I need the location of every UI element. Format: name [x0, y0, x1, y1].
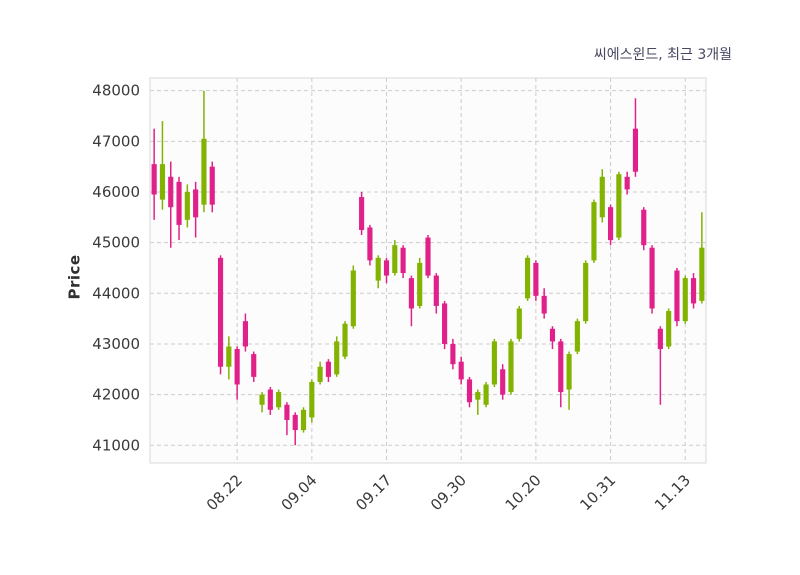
y-tick-label: 43000 — [92, 335, 140, 353]
candle-body — [682, 278, 688, 322]
candle-body — [466, 379, 473, 403]
x-tick-label: 10.20 — [502, 471, 545, 514]
candle-body — [483, 384, 489, 405]
candle-body — [641, 209, 647, 246]
candle-body — [201, 138, 207, 205]
candle-body — [383, 260, 390, 276]
candle-body — [193, 189, 199, 218]
candle-body — [184, 191, 190, 220]
candle-body — [699, 247, 705, 301]
candle-body — [632, 128, 639, 172]
candle-body — [284, 404, 290, 420]
candle-body — [508, 341, 514, 393]
candle-body — [300, 409, 307, 431]
candle-body — [209, 166, 215, 205]
candle-body — [276, 392, 282, 408]
candle-body — [342, 323, 348, 357]
candle-body — [549, 328, 556, 342]
candle-body — [657, 328, 663, 350]
x-tick-label: 10.31 — [576, 471, 619, 514]
candle-body — [450, 343, 456, 365]
y-tick-label: 48000 — [92, 82, 140, 100]
candle-body — [649, 247, 655, 309]
candle-body — [350, 270, 356, 327]
candle-body — [433, 275, 439, 306]
candle-body — [491, 341, 497, 385]
candle-body — [541, 295, 547, 314]
candle-body — [217, 257, 224, 367]
candle-body — [375, 257, 381, 281]
candle-body — [226, 346, 232, 367]
candle-body — [400, 247, 406, 274]
candle-body — [566, 354, 572, 390]
candle-body — [607, 207, 614, 241]
candle-body — [176, 181, 182, 225]
candle-body — [259, 394, 265, 405]
candle-body — [317, 366, 323, 382]
candle-body — [599, 176, 605, 218]
y-tick-label: 42000 — [92, 386, 140, 404]
candle-body — [525, 257, 531, 299]
candle-body — [159, 164, 166, 200]
candle-body — [267, 389, 273, 410]
candle-body — [583, 262, 589, 322]
candle-body — [251, 354, 257, 377]
candle-body — [591, 202, 597, 261]
candle-body — [242, 321, 249, 347]
candle-body — [325, 361, 331, 377]
candle-body — [234, 349, 240, 385]
candle-body — [442, 303, 448, 344]
candle-body — [292, 414, 298, 431]
y-tick-label: 46000 — [92, 183, 140, 201]
candle-body — [624, 176, 630, 190]
candle-body — [533, 262, 539, 296]
candle-body — [458, 361, 464, 380]
y-tick-label: 41000 — [92, 436, 140, 454]
candle-body — [392, 245, 398, 274]
candle-body — [616, 174, 622, 238]
candle-body — [359, 197, 365, 230]
x-tick-label: 11.13 — [651, 471, 694, 514]
y-axis-label: Price — [65, 254, 84, 300]
y-tick-label: 47000 — [92, 132, 140, 150]
candle-body — [408, 278, 414, 309]
chart-title: 씨에스윈드, 최근 3개월 — [593, 47, 732, 63]
y-tick-label: 44000 — [92, 284, 140, 302]
candle-body — [475, 392, 481, 400]
candle-body — [516, 308, 522, 339]
candle-body — [690, 278, 697, 304]
candle-body — [425, 237, 431, 276]
y-tick-label: 45000 — [92, 234, 140, 252]
x-tick-label: 09.17 — [352, 471, 395, 514]
candle-body — [334, 341, 340, 375]
candle-body — [417, 262, 423, 306]
candle-body — [666, 311, 672, 347]
x-tick-label: 09.04 — [278, 471, 321, 514]
candle-body — [500, 369, 506, 395]
candle-body — [151, 164, 157, 195]
candle-body — [558, 341, 564, 393]
candle-body — [309, 381, 315, 418]
candle-body — [674, 270, 680, 322]
x-tick-label: 08.22 — [203, 471, 246, 514]
x-tick-label: 09.30 — [427, 471, 470, 514]
candle-body — [168, 176, 174, 208]
candle-body — [574, 321, 580, 352]
candle-body — [367, 227, 373, 261]
